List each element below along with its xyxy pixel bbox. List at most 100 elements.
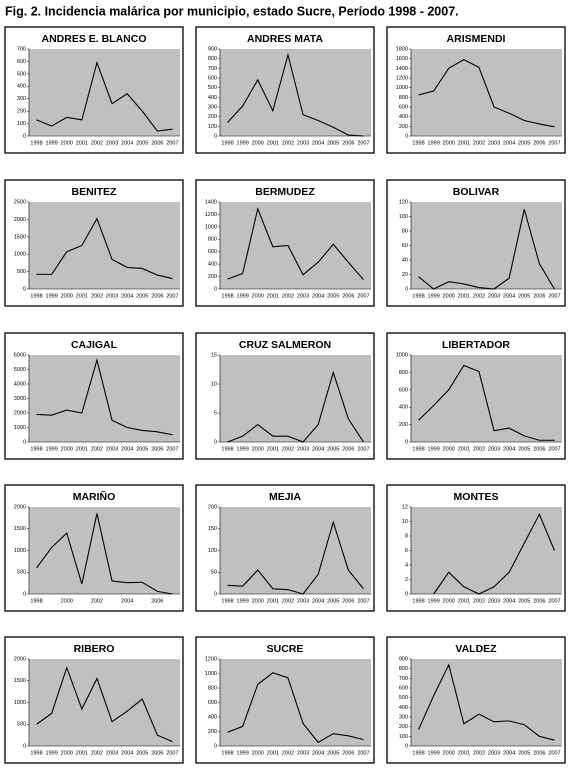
x-tick-label: 2004: [312, 750, 324, 756]
x-tick-label: 2005: [518, 140, 530, 146]
x-tick-label: 2006: [342, 750, 354, 756]
chart-title: LIBERTADOR: [442, 339, 510, 351]
x-tick-label: 2001: [458, 446, 470, 452]
y-tick-label: 800: [208, 237, 217, 243]
y-tick-label: 1000: [205, 224, 217, 230]
y-tick-label: 4000: [14, 381, 26, 387]
y-tick-label: 900: [208, 46, 217, 52]
x-tick-label: 1998: [412, 750, 424, 756]
x-tick-label: 2007: [166, 293, 178, 299]
x-tick-label: 2007: [357, 750, 369, 756]
x-tick-label: 2007: [548, 446, 560, 452]
x-tick-label: 2004: [121, 140, 133, 146]
data-line: [36, 357, 173, 436]
x-tick-label: 1999: [46, 293, 58, 299]
x-tick-label: 2003: [488, 750, 500, 756]
plot-area: [29, 355, 180, 442]
x-tick-label: 2004: [503, 446, 515, 452]
x-tick-label: 2007: [166, 446, 178, 452]
y-tick-label: 100: [399, 214, 408, 220]
y-tick-label: 0: [214, 743, 217, 749]
x-tick-label: 2000: [252, 293, 264, 299]
data-line: [36, 666, 173, 743]
x-tick-label: 2004: [121, 750, 133, 756]
x-tick-label: 2000: [252, 598, 264, 604]
x-tick-label: 2000: [443, 750, 455, 756]
y-tick-label: 400: [208, 95, 217, 101]
y-tick-label: 120: [399, 199, 408, 205]
y-tick-label: 400: [208, 262, 217, 268]
y-tick-label: 100: [208, 124, 217, 130]
x-tick-label: 2000: [443, 140, 455, 146]
y-tick-label: 20: [402, 272, 408, 278]
y-tick-label: 6000: [14, 352, 26, 358]
x-tick-label: 2003: [297, 293, 309, 299]
y-tick-label: 500: [17, 71, 26, 77]
plot-area: [29, 659, 180, 746]
y-tick-label: 600: [399, 104, 408, 110]
y-tick-label: 400: [17, 84, 26, 90]
x-tick-label: 2005: [518, 750, 530, 756]
y-tick-label: 0: [23, 286, 26, 292]
y-tick-label: 2000: [14, 410, 26, 416]
y-tick-label: 400: [399, 705, 408, 711]
x-tick-label: 2006: [533, 750, 545, 756]
x-tick-label: 1999: [237, 598, 249, 604]
plot-area: [29, 202, 180, 289]
y-tick-label: 800: [399, 666, 408, 672]
x-tick-label: 2000: [443, 293, 455, 299]
y-tick-label: 2000: [14, 504, 26, 510]
y-tick-label: 600: [208, 249, 217, 255]
data-line: [418, 663, 555, 741]
data-line: [418, 59, 555, 128]
y-tick-label: 6: [405, 548, 408, 554]
x-tick-label: 1999: [428, 293, 440, 299]
y-tick-label: 700: [208, 66, 217, 72]
x-tick-label: 2000: [252, 140, 264, 146]
x-tick-label: 2001: [76, 446, 88, 452]
x-tick-label: 2001: [458, 598, 470, 604]
y-tick-label: 800: [399, 95, 408, 101]
y-tick-label: 1000: [14, 252, 26, 258]
data-line: [227, 52, 364, 137]
x-tick-label: 2000: [61, 140, 73, 146]
x-tick-label: 2001: [267, 293, 279, 299]
x-tick-label: 1998: [221, 140, 233, 146]
x-tick-label: 2006: [533, 446, 545, 452]
x-tick-label: 2001: [267, 750, 279, 756]
chart-panel: BERMUDEZ 0 200 400 600 800 1000 1200 1400 1998 199…: [195, 179, 375, 307]
x-tick-label: 2004: [503, 140, 515, 146]
data-line: [36, 217, 173, 280]
y-tick-label: 0: [214, 133, 217, 139]
y-tick-label: 200: [208, 114, 217, 120]
data-line: [36, 513, 173, 595]
x-tick-label: 1999: [237, 140, 249, 146]
x-tick-label: 2004: [121, 598, 133, 604]
x-tick-label: 2001: [458, 293, 470, 299]
x-tick-label: 2002: [473, 750, 485, 756]
x-tick-label: 1998: [221, 293, 233, 299]
y-tick-label: 80: [402, 228, 408, 234]
x-tick-label: 2001: [267, 446, 279, 452]
y-tick-label: 10: [211, 381, 217, 387]
y-tick-label: 0: [23, 743, 26, 749]
x-tick-label: 2007: [166, 140, 178, 146]
x-tick-label: 2002: [91, 750, 103, 756]
y-tick-label: 600: [208, 75, 217, 81]
x-tick-label: 2004: [503, 598, 515, 604]
x-tick-label: 2000: [443, 446, 455, 452]
plot-area: [220, 49, 371, 136]
y-tick-label: 2500: [14, 199, 26, 205]
x-tick-label: 2006: [151, 293, 163, 299]
y-tick-label: 1200: [396, 75, 408, 81]
x-tick-label: 2002: [473, 598, 485, 604]
y-tick-label: 1500: [14, 526, 26, 532]
y-tick-label: 1200: [205, 212, 217, 218]
x-tick-label: 2001: [458, 750, 470, 756]
x-tick-label: 2005: [136, 750, 148, 756]
x-tick-label: 2000: [61, 293, 73, 299]
chart-title: MEJIA: [269, 491, 302, 503]
data-line: [433, 512, 555, 595]
y-tick-label: 400: [208, 714, 217, 720]
